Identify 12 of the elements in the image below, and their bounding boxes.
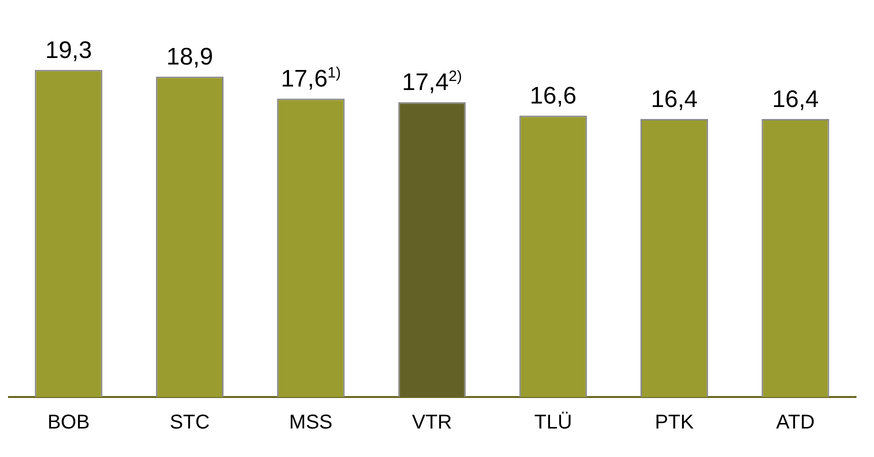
- x-tick-label: STC: [170, 412, 210, 434]
- data-label: 16,4: [772, 86, 819, 114]
- data-label: 19,3: [45, 36, 92, 64]
- x-tick-label: MSS: [289, 412, 333, 434]
- x-tick-label: BOB: [47, 412, 90, 434]
- data-label: 16,4: [650, 86, 698, 114]
- x-tick-label: ATD: [776, 412, 815, 434]
- x-tick-label: VTR: [412, 412, 452, 434]
- data-label: 16,6: [530, 82, 577, 110]
- data-label: 18,9: [166, 44, 214, 71]
- x-tick-label: TLÜ: [534, 412, 572, 434]
- x-tick-label: PTK: [654, 412, 694, 434]
